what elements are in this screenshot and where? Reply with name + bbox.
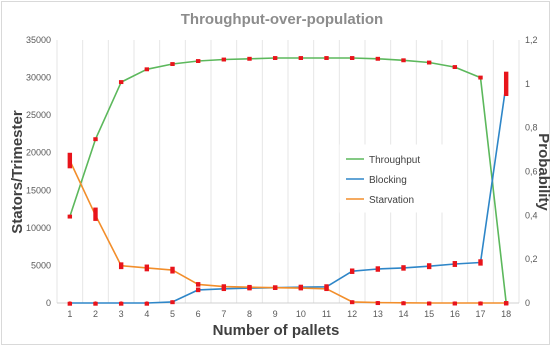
x-tick-label: 7 [221, 309, 226, 319]
data-point-blocking [504, 82, 508, 86]
data-point-starvation [145, 266, 149, 270]
data-point-throughput [453, 65, 457, 69]
data-point-starvation [350, 300, 354, 304]
y-right-tick-label: 1 [525, 79, 530, 89]
data-point-starvation [119, 264, 123, 268]
data-point-throughput [222, 57, 226, 62]
data-point-throughput [68, 214, 72, 219]
y-axis-right-title: Probability [535, 133, 552, 211]
x-tick-label: 11 [322, 309, 331, 319]
y-left-tick-label: 5000 [31, 260, 51, 270]
data-point-blocking [170, 300, 175, 304]
legend: Throughput Blocking Starvation [339, 144, 447, 213]
data-point-starvation [222, 284, 226, 289]
data-point-starvation [299, 286, 303, 290]
series-lines [69, 57, 507, 304]
data-point-starvation [324, 287, 329, 291]
data-point-throughput [196, 59, 200, 63]
legend-label-blocking: Blocking [369, 175, 407, 186]
data-point-starvation [401, 301, 406, 305]
y-right-tick-label: 1,2 [525, 35, 538, 45]
data-point-blocking [401, 266, 406, 270]
y-right-tick-label: 0,4 [525, 210, 538, 220]
data-point-throughput [376, 57, 380, 61]
x-axis-title: Number of pallets [213, 322, 340, 339]
data-point-throughput [401, 58, 406, 62]
data-point-throughput [299, 56, 303, 60]
x-tick-label: 5 [170, 309, 175, 319]
x-tick-label: 4 [144, 309, 149, 319]
legend-label-starvation: Starvation [369, 195, 414, 206]
error-bars [67, 56, 509, 306]
x-tick-label: 10 [296, 309, 306, 319]
x-tick-label: 3 [119, 309, 124, 319]
data-point-throughput [273, 56, 277, 60]
x-tick-label: 18 [501, 309, 511, 319]
x-tick-label: 9 [273, 309, 278, 319]
data-point-starvation [68, 158, 72, 163]
data-point-throughput [247, 57, 252, 61]
data-point-throughput [145, 67, 149, 71]
y-right-tick-label: 0 [525, 298, 530, 308]
data-point-blocking [453, 262, 457, 266]
data-point-blocking [145, 301, 149, 305]
x-tick-label: 17 [475, 309, 485, 319]
data-point-throughput [427, 60, 431, 65]
data-point-starvation [453, 301, 457, 305]
x-tick-label: 14 [398, 309, 408, 319]
data-point-throughput [478, 75, 483, 80]
chart-title: Throughput-over-population [181, 11, 383, 28]
data-point-starvation [504, 301, 508, 305]
y-left-tick-label: 20000 [26, 148, 51, 158]
x-tick-label: 13 [373, 309, 383, 319]
data-point-blocking [478, 260, 483, 265]
data-point-starvation [93, 213, 98, 217]
data-point-starvation [376, 300, 380, 305]
data-point-throughput [119, 80, 123, 84]
y-right-tick-label: 0,6 [525, 167, 538, 177]
data-point-throughput [350, 56, 354, 60]
data-point-blocking [427, 264, 431, 268]
y-left-tick-label: 25000 [26, 110, 51, 120]
y-left-tick-label: 0 [46, 298, 51, 308]
y-axis-left-title: Stators/Trimester [9, 110, 26, 234]
x-tick-label: 6 [196, 309, 201, 319]
legend-label-throughput: Throughput [369, 155, 420, 166]
tick-labels: 1 2 3 4 5 6 7 8 9 10 11 12 13 14 15 16 17 180500010000150… [26, 35, 538, 319]
data-point-throughput [170, 62, 175, 66]
data-point-blocking [350, 269, 354, 273]
y-right-tick-label: 0,2 [525, 254, 538, 264]
data-point-starvation [478, 301, 483, 305]
x-tick-label: 15 [424, 309, 434, 319]
data-point-blocking [68, 301, 72, 305]
data-point-blocking [196, 288, 200, 292]
series-line-starvation [69, 160, 507, 304]
x-tick-label: 8 [247, 309, 252, 319]
data-point-starvation [170, 268, 175, 272]
data-point-throughput [93, 137, 98, 141]
data-point-starvation [427, 301, 431, 305]
series-line-throughput [69, 57, 507, 304]
x-tick-label: 12 [347, 309, 357, 319]
data-point-starvation [196, 282, 200, 286]
data-point-starvation [247, 285, 252, 289]
y-left-tick-label: 10000 [26, 223, 51, 233]
x-tick-label: 16 [450, 309, 460, 319]
x-tick-label: 2 [93, 309, 98, 319]
data-point-throughput [324, 56, 329, 60]
y-right-tick-label: 0,8 [525, 123, 538, 133]
data-point-blocking [93, 301, 98, 305]
y-left-tick-label: 30000 [26, 73, 51, 83]
data-point-blocking [376, 267, 380, 271]
y-left-tick-label: 15000 [26, 185, 51, 195]
data-point-starvation [273, 286, 277, 290]
x-tick-label: 1 [67, 309, 72, 319]
y-left-tick-label: 35000 [26, 35, 51, 45]
data-point-blocking [119, 301, 123, 305]
